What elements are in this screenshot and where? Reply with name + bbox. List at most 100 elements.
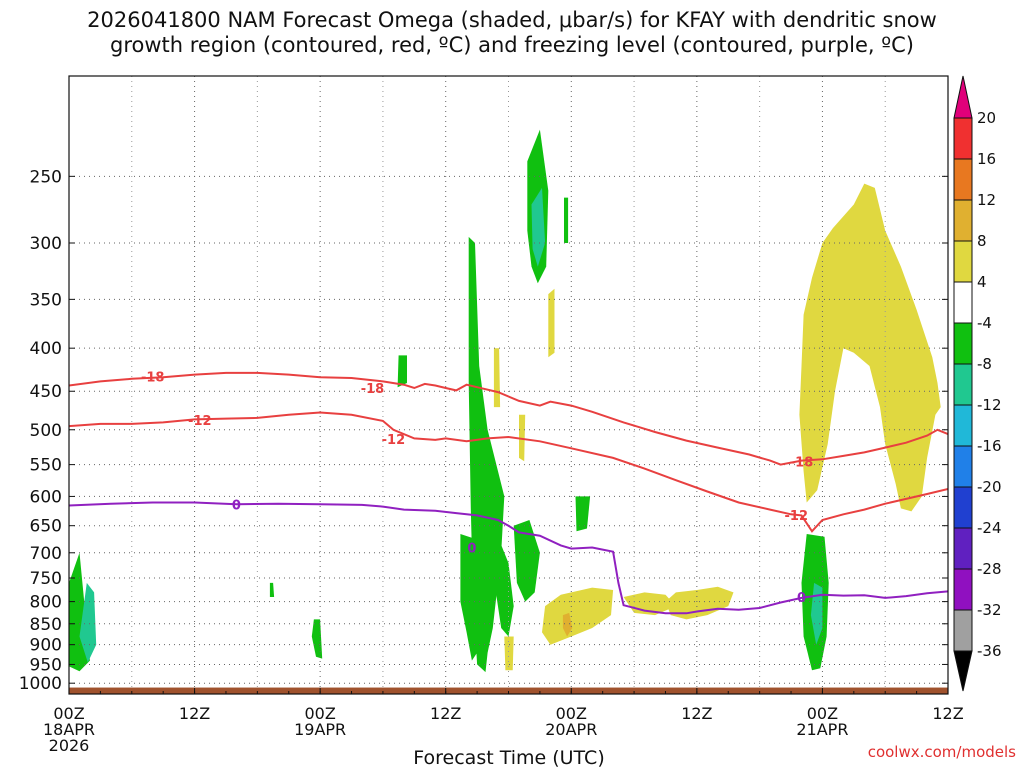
omega-region-10 — [531, 187, 546, 267]
colorbar-swatch-4 — [953, 281, 973, 324]
colorbar-label-0: 20 — [977, 109, 996, 127]
y-tick-label-750: 750 — [30, 569, 62, 589]
colorbar-swatch-5 — [953, 322, 973, 365]
chart-title-line-2: growth region (contoured, red, ºC) and f… — [110, 33, 914, 57]
colorbar-label-1: 16 — [977, 150, 996, 168]
contour-lines — [69, 371, 948, 615]
colorbar-swatch-1 — [953, 158, 973, 201]
omega-region-11 — [564, 197, 569, 243]
colorbar-swatch-8 — [953, 445, 973, 488]
colorbar-label-4: 4 — [977, 273, 987, 291]
x-tick-label-12-0: 12Z — [179, 704, 210, 723]
y-tick-label-800: 800 — [30, 593, 62, 613]
y-tick-label-650: 650 — [30, 517, 62, 537]
omega-region-15 — [493, 348, 501, 408]
contour-line-0 — [69, 371, 948, 466]
x-tick-label-60-0: 12Z — [681, 704, 712, 723]
terrain-band — [69, 687, 948, 694]
colorbar-label-10: -24 — [977, 519, 1002, 537]
y-tick-label-950: 950 — [30, 655, 62, 675]
y-tick-label-850: 850 — [30, 615, 62, 635]
omega-shading — [69, 129, 941, 673]
colorbar-label-9: -20 — [977, 478, 1002, 496]
x-tick-label-0-1: 18APR — [43, 720, 95, 739]
colorbar-top-triangle — [953, 75, 973, 119]
colorbar-bottom-triangle — [953, 650, 973, 692]
omega-region-21 — [665, 586, 734, 620]
colorbar-label-13: -36 — [977, 642, 1002, 660]
x-tick-label-84-0: 12Z — [932, 704, 963, 723]
y-tick-label-400: 400 — [30, 339, 62, 359]
colorbar-label-5: -4 — [977, 314, 992, 332]
omega-region-22 — [562, 612, 573, 637]
omega-region-2 — [269, 582, 275, 597]
omega-region-14 — [810, 582, 823, 645]
colorbar-swatch-7 — [953, 404, 973, 447]
omega-region-12 — [575, 496, 591, 532]
credit-text: coolwx.com/models — [868, 743, 1016, 761]
x-tick-label-0-2: 2026 — [49, 736, 90, 755]
y-tick-label-700: 700 — [30, 544, 62, 564]
x-tick-label-0-0: 00Z — [53, 704, 84, 723]
omega-region-18 — [504, 636, 514, 671]
colorbar-label-12: -32 — [977, 601, 1002, 619]
x-tick-label-72-0: 00Z — [807, 704, 838, 723]
y-axis: 2503003504004505005506006507007508008509… — [19, 167, 948, 694]
omega-region-6 — [468, 236, 505, 673]
contour-label-freezing-1: 0 — [467, 542, 476, 557]
x-axis-title: Forecast Time (UTC) — [413, 747, 604, 768]
contour-label-dgz_upper-0: -18 — [141, 370, 165, 385]
colorbar-label-11: -28 — [977, 560, 1002, 578]
colorbar-swatch-0 — [953, 117, 973, 160]
x-tick-label-72-1: 21APR — [796, 720, 848, 739]
colorbar-swatch-12 — [953, 609, 973, 652]
colorbar-label-3: 8 — [977, 232, 987, 250]
contour-label-dgz_upper-1: -18 — [361, 382, 385, 397]
y-tick-label-900: 900 — [30, 636, 62, 656]
y-tick-label-350: 350 — [30, 290, 62, 310]
omega-region-1 — [79, 582, 97, 663]
contour-label-dgz_lower-0: -12 — [188, 414, 212, 429]
colorbar-swatch-3 — [953, 240, 973, 283]
colorbar-swatch-6 — [953, 363, 973, 406]
colorbar-swatch-10 — [953, 527, 973, 570]
y-tick-label-1000: 1000 — [19, 674, 62, 694]
y-tick-label-600: 600 — [30, 487, 62, 507]
x-tick-label-36-0: 12Z — [430, 704, 461, 723]
x-tick-label-24-0: 00Z — [304, 704, 335, 723]
terrain-ground — [69, 687, 948, 694]
y-tick-label-500: 500 — [30, 421, 62, 441]
contour-label-dgz_upper-2: -18 — [790, 455, 814, 470]
colorbar-swatch-9 — [953, 486, 973, 529]
y-tick-label-450: 450 — [30, 382, 62, 402]
omega-region-17 — [548, 288, 555, 358]
x-tick-label-24-1: 19APR — [294, 720, 346, 739]
x-tick-label-48-1: 20APR — [545, 720, 597, 739]
colorbar-swatch-2 — [953, 199, 973, 242]
y-tick-label-250: 250 — [30, 167, 62, 187]
omega-region-8 — [513, 520, 540, 602]
contour-line-2 — [69, 501, 948, 615]
colorbar-label-7: -12 — [977, 396, 1002, 414]
omega-region-23 — [799, 183, 941, 512]
y-tick-label-550: 550 — [30, 456, 62, 476]
omega-region-7 — [495, 542, 514, 637]
y-tick-label-300: 300 — [30, 234, 62, 254]
contour-labels: -18 -18 -18 -12 -12 -12 0 0 0 — [141, 370, 813, 606]
colorbar: 20 16 12 8 4 -4 -8 -12 -16 -20 -24 -28 -32 -36 — [953, 75, 1002, 692]
omega-region-4 — [397, 355, 407, 388]
colorbar-swatch-11 — [953, 568, 973, 611]
colorbar-label-2: 12 — [977, 191, 996, 209]
contour-label-dgz_lower-1: -12 — [382, 433, 406, 448]
colorbar-label-6: -8 — [977, 355, 992, 373]
omega-region-3 — [311, 619, 323, 659]
colorbar-label-8: -16 — [977, 437, 1002, 455]
chart-title-line-1: 2026041800 NAM Forecast Omega (shaded, μ… — [87, 8, 937, 32]
contour-label-freezing-2: 0 — [797, 591, 806, 606]
contour-label-freezing-0: 0 — [232, 498, 241, 513]
x-tick-label-48-0: 00Z — [556, 704, 587, 723]
contour-line-1 — [69, 411, 948, 533]
contour-label-dgz_lower-2: -12 — [785, 509, 809, 524]
